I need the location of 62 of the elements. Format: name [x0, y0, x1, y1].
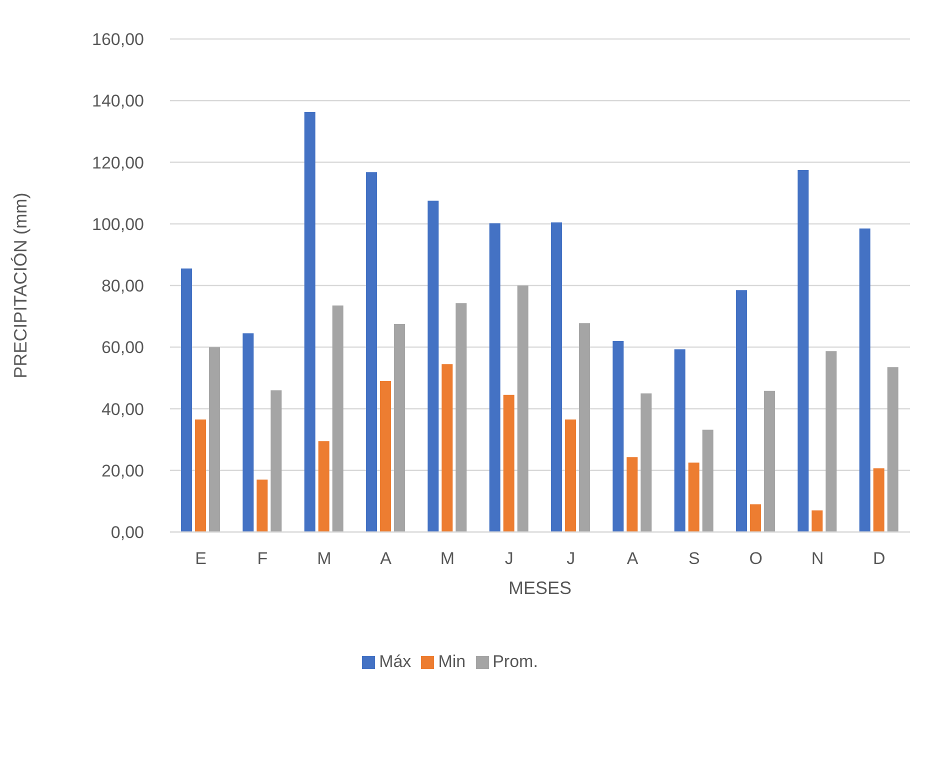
bar: [181, 268, 192, 532]
bar: [764, 390, 775, 532]
bar: [826, 351, 837, 532]
bar: [209, 347, 220, 532]
bar: [640, 393, 652, 532]
y-tick-label: 160,00: [92, 30, 144, 50]
bar: [456, 303, 467, 532]
bar: [270, 390, 282, 532]
bar: [195, 420, 206, 532]
bar: [750, 504, 761, 532]
legend-label: Máx: [379, 652, 412, 671]
y-tick-label: 0,00: [110, 523, 144, 542]
bar: [442, 364, 453, 532]
bar: [428, 200, 439, 532]
bar: [702, 430, 714, 532]
x-tick-label: S: [688, 549, 700, 568]
y-tick-label: 120,00: [92, 153, 144, 172]
bar: [332, 306, 344, 532]
bar: [565, 420, 576, 532]
x-tick-label: O: [749, 549, 762, 568]
bar: [489, 223, 500, 532]
legend-label: Min: [438, 652, 466, 671]
bar: [256, 480, 268, 532]
bar: [380, 381, 391, 532]
x-tick-label: D: [873, 549, 886, 568]
y-axis-title: PRECIPITACIÓN (mm): [10, 192, 30, 378]
bar: [798, 170, 809, 532]
y-tick-label: 40,00: [101, 400, 144, 419]
y-tick-label: 60,00: [101, 338, 144, 358]
bar: [812, 510, 823, 532]
bar: [503, 394, 514, 532]
bar: [579, 323, 590, 532]
y-tick-label: 140,00: [92, 92, 144, 111]
bar: [366, 172, 377, 532]
bar: [394, 324, 405, 532]
legend-label: Prom.: [492, 652, 538, 671]
y-tick-label: 80,00: [101, 276, 144, 296]
bar: [688, 462, 700, 532]
x-tick-label: A: [626, 549, 639, 568]
x-tick-label: J: [566, 549, 576, 568]
x-tick-label: M: [317, 549, 332, 568]
bar: [674, 349, 686, 532]
bar: [304, 112, 316, 532]
bar: [517, 286, 528, 532]
x-tick-label: J: [504, 549, 514, 568]
bar: [551, 222, 562, 532]
y-tick-label: 20,00: [101, 461, 144, 480]
bar: [873, 468, 884, 532]
x-tick-label: M: [440, 549, 455, 568]
x-tick-label: N: [811, 549, 824, 568]
bar: [242, 333, 254, 532]
x-tick-label: F: [257, 549, 268, 568]
bar: [626, 457, 638, 532]
x-tick-label: A: [380, 549, 392, 568]
bar: [887, 367, 898, 532]
bar: [859, 228, 870, 532]
bar: [736, 290, 747, 532]
x-axis-title: MESES: [508, 578, 572, 598]
bar: [612, 340, 624, 532]
y-tick-label: 100,00: [92, 214, 144, 234]
bar: [318, 441, 330, 532]
x-tick-label: E: [195, 549, 207, 568]
